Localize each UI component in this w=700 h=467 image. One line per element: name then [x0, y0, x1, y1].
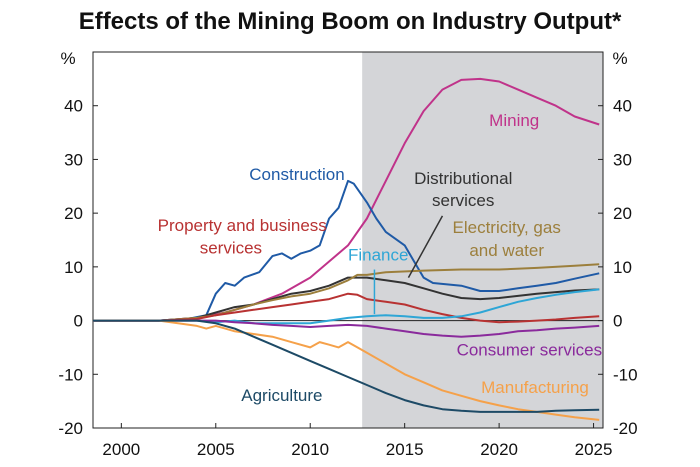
series-label: Construction [249, 165, 344, 184]
y-tick-label-left: 20 [64, 204, 83, 223]
series-label: services [432, 191, 494, 210]
y-tick-label-right: -10 [613, 365, 638, 384]
series-line-manufacturing [93, 319, 600, 421]
series-label: Property and business [158, 216, 327, 235]
y-tick-label-left: 30 [64, 150, 83, 169]
series-line-finance [93, 288, 600, 325]
series-label: services [200, 238, 262, 257]
series-line-consumer-services [93, 319, 600, 338]
y-tick-label-right: 20 [613, 204, 632, 223]
x-tick-label: 2010 [291, 440, 329, 459]
series-label: Agriculture [241, 386, 322, 405]
x-tick-label: 2000 [102, 440, 140, 459]
x-tick-label: 2005 [197, 440, 235, 459]
series-line-construction [93, 179, 600, 322]
chart-title: Effects of the Mining Boom on Industry O… [78, 8, 622, 35]
series-line-agriculture [93, 319, 600, 413]
series-line-distributional-services [93, 276, 600, 322]
y-tick-label-left: 0 [74, 312, 83, 331]
y-tick-label-right: 0 [613, 312, 622, 331]
series-label: Manufacturing [481, 378, 589, 397]
y-tick-label-right: -20 [613, 419, 638, 438]
series-label: Consumer services [457, 340, 603, 359]
series-label: Electricity, gas [453, 218, 561, 237]
y-unit-right: % [612, 49, 627, 68]
distributional-pointer [407, 215, 444, 278]
y-tick-label-left: 10 [64, 258, 83, 277]
shaded-region [362, 52, 603, 428]
y-tick-label-left: -10 [58, 365, 83, 384]
y-unit-left: % [60, 49, 75, 68]
series-label: and water [469, 241, 544, 260]
y-tick-label-right: 40 [613, 97, 632, 116]
y-tick-label-left: 40 [64, 97, 83, 116]
x-tick-label: 2020 [480, 440, 518, 459]
plot-frame [92, 51, 604, 429]
y-tick-label-right: 30 [613, 150, 632, 169]
series-label: Distributional [414, 169, 512, 188]
series-label: Finance [348, 245, 408, 264]
series-line-property-and-business-services [93, 292, 600, 324]
y-tick-label-right: 10 [613, 258, 632, 277]
x-tick-label: 2025 [575, 440, 613, 459]
y-tick-label-left: -20 [58, 419, 83, 438]
series-label: Mining [489, 111, 539, 130]
x-tick-label: 2015 [386, 440, 424, 459]
